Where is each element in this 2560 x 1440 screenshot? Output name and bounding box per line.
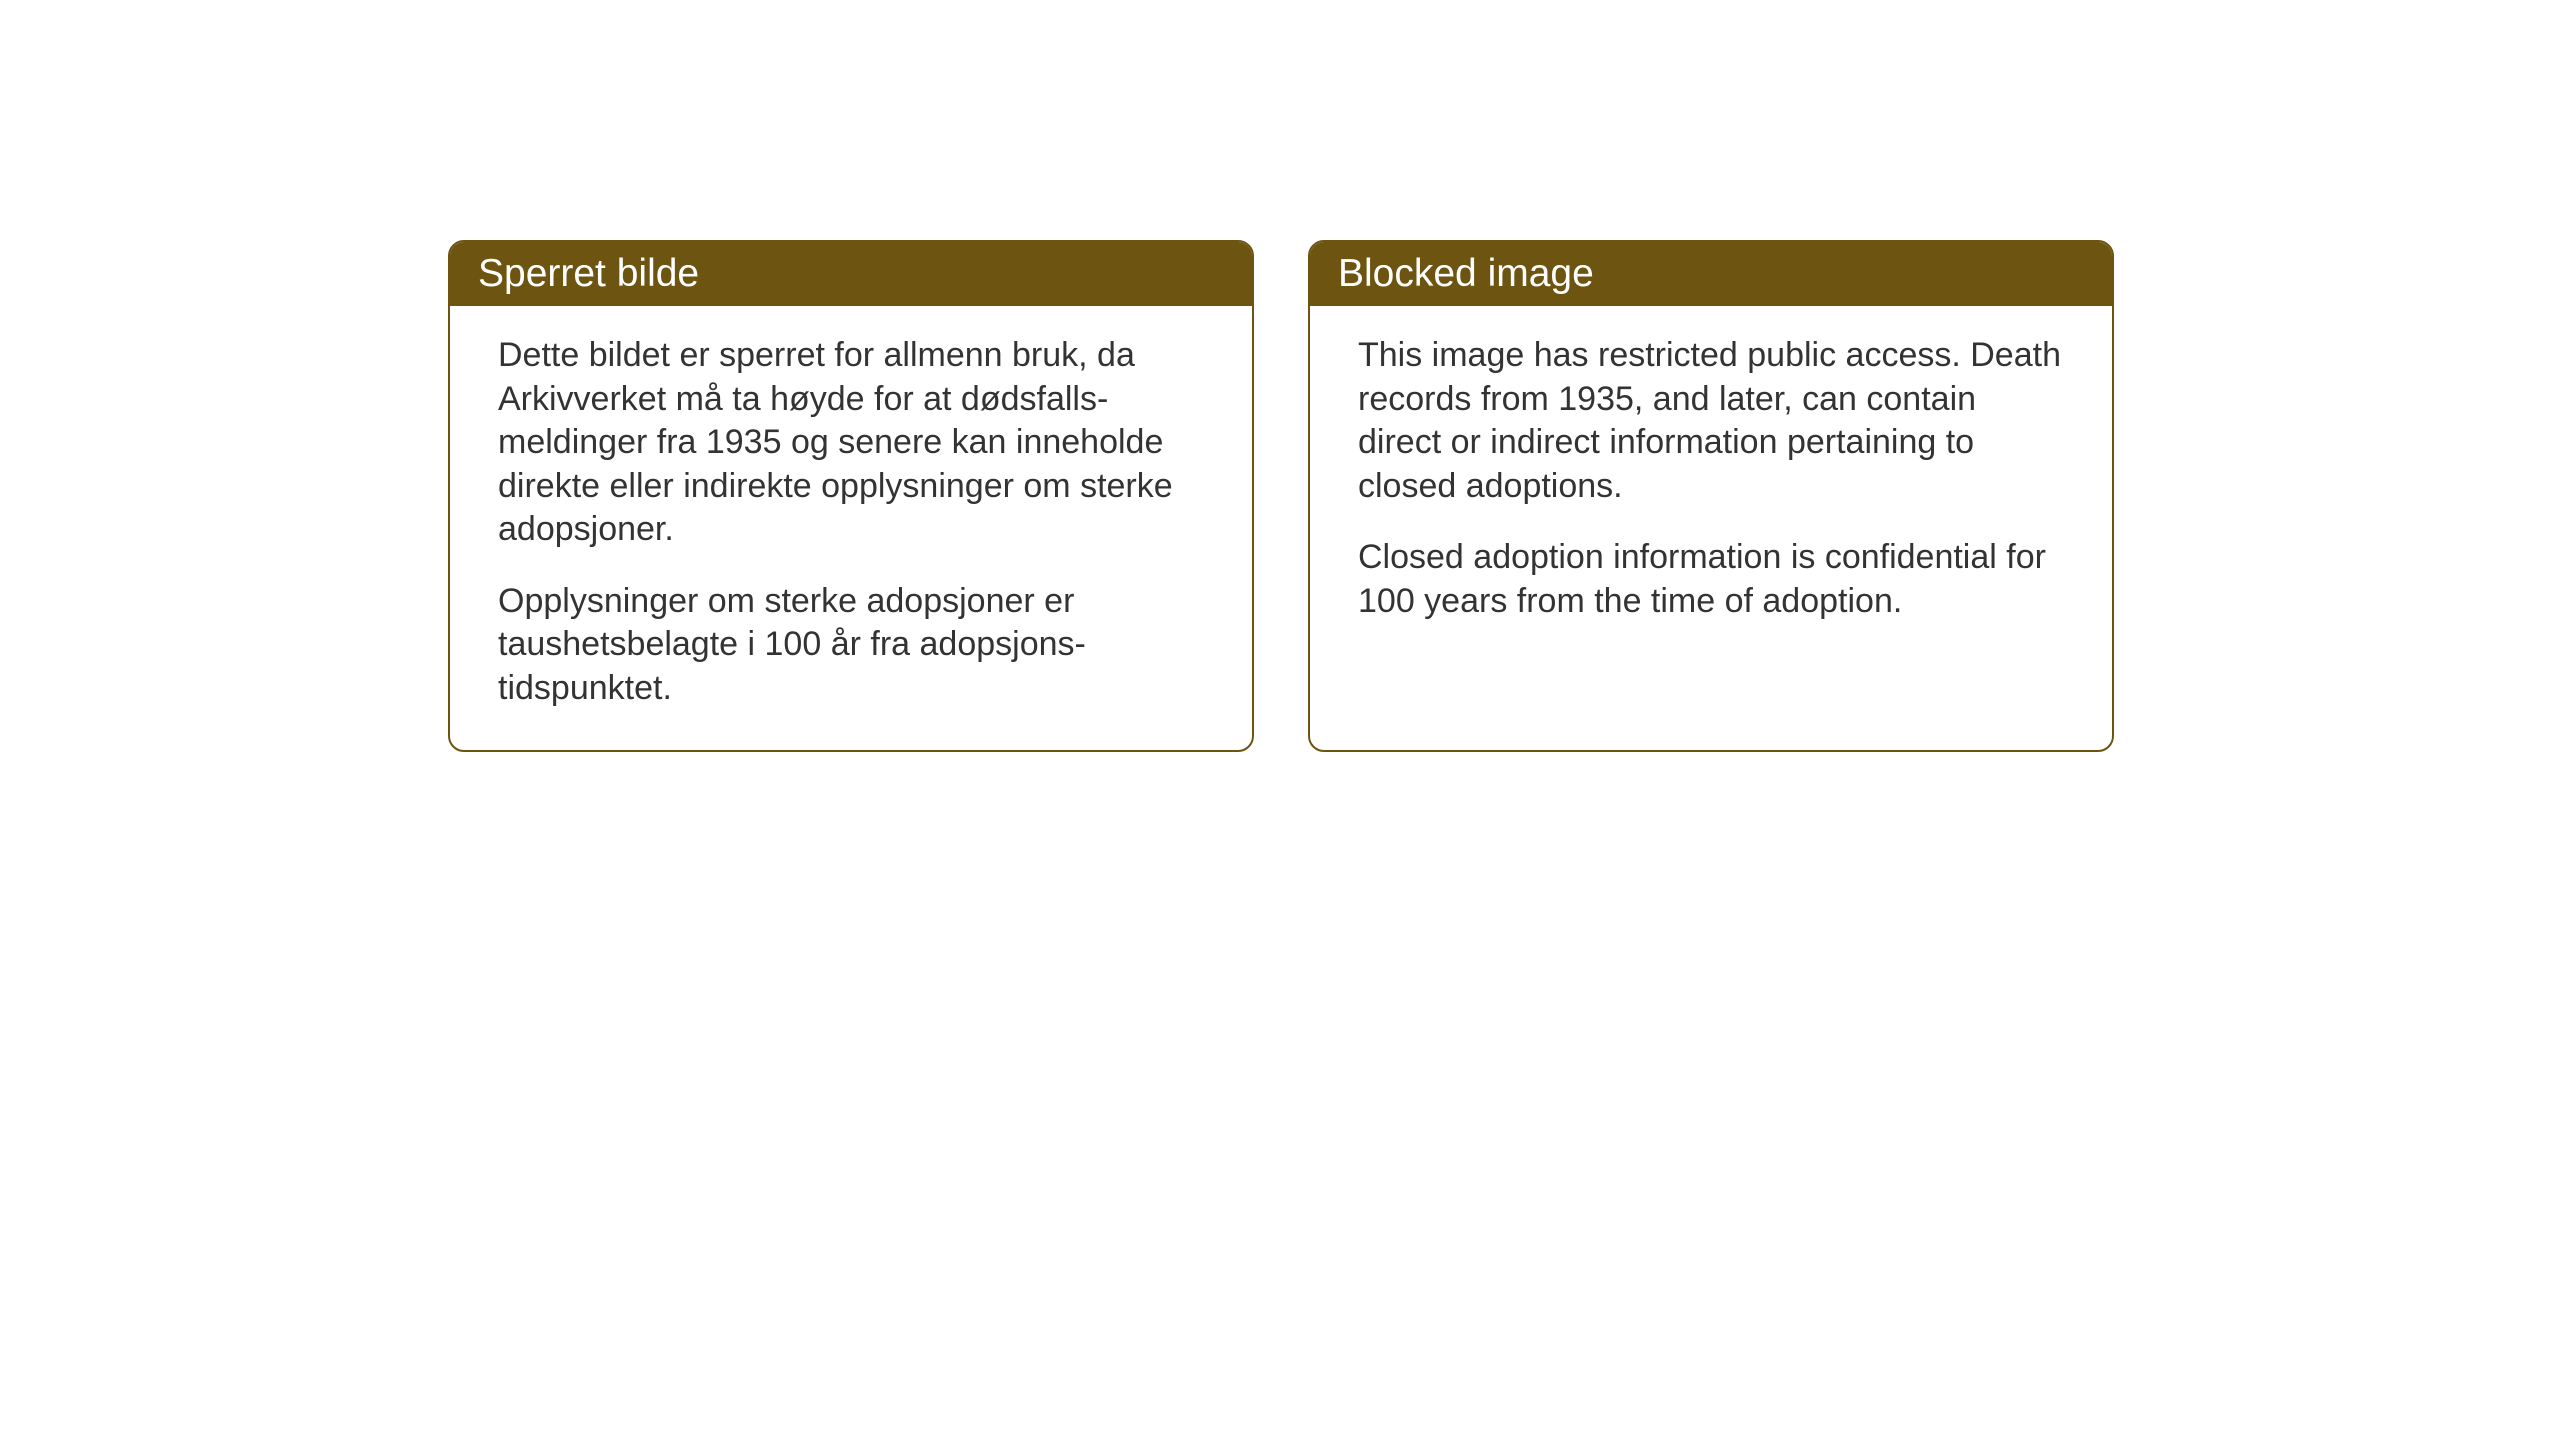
- card-header-english: Blocked image: [1310, 242, 2112, 306]
- card-paragraph: This image has restricted public access.…: [1358, 334, 2064, 508]
- card-title: Sperret bilde: [478, 252, 699, 295]
- notice-card-norwegian: Sperret bilde Dette bildet er sperret fo…: [448, 240, 1254, 752]
- notice-card-english: Blocked image This image has restricted …: [1308, 240, 2114, 752]
- card-paragraph: Closed adoption information is confident…: [1358, 536, 2064, 623]
- card-paragraph: Dette bildet er sperret for allmenn bruk…: [498, 334, 1204, 552]
- card-title: Blocked image: [1338, 252, 1594, 295]
- notice-cards-container: Sperret bilde Dette bildet er sperret fo…: [448, 240, 2114, 752]
- card-paragraph: Opplysninger om sterke adopsjoner er tau…: [498, 580, 1204, 711]
- card-header-norwegian: Sperret bilde: [450, 242, 1252, 306]
- card-body-english: This image has restricted public access.…: [1310, 306, 2112, 663]
- card-body-norwegian: Dette bildet er sperret for allmenn bruk…: [450, 306, 1252, 750]
